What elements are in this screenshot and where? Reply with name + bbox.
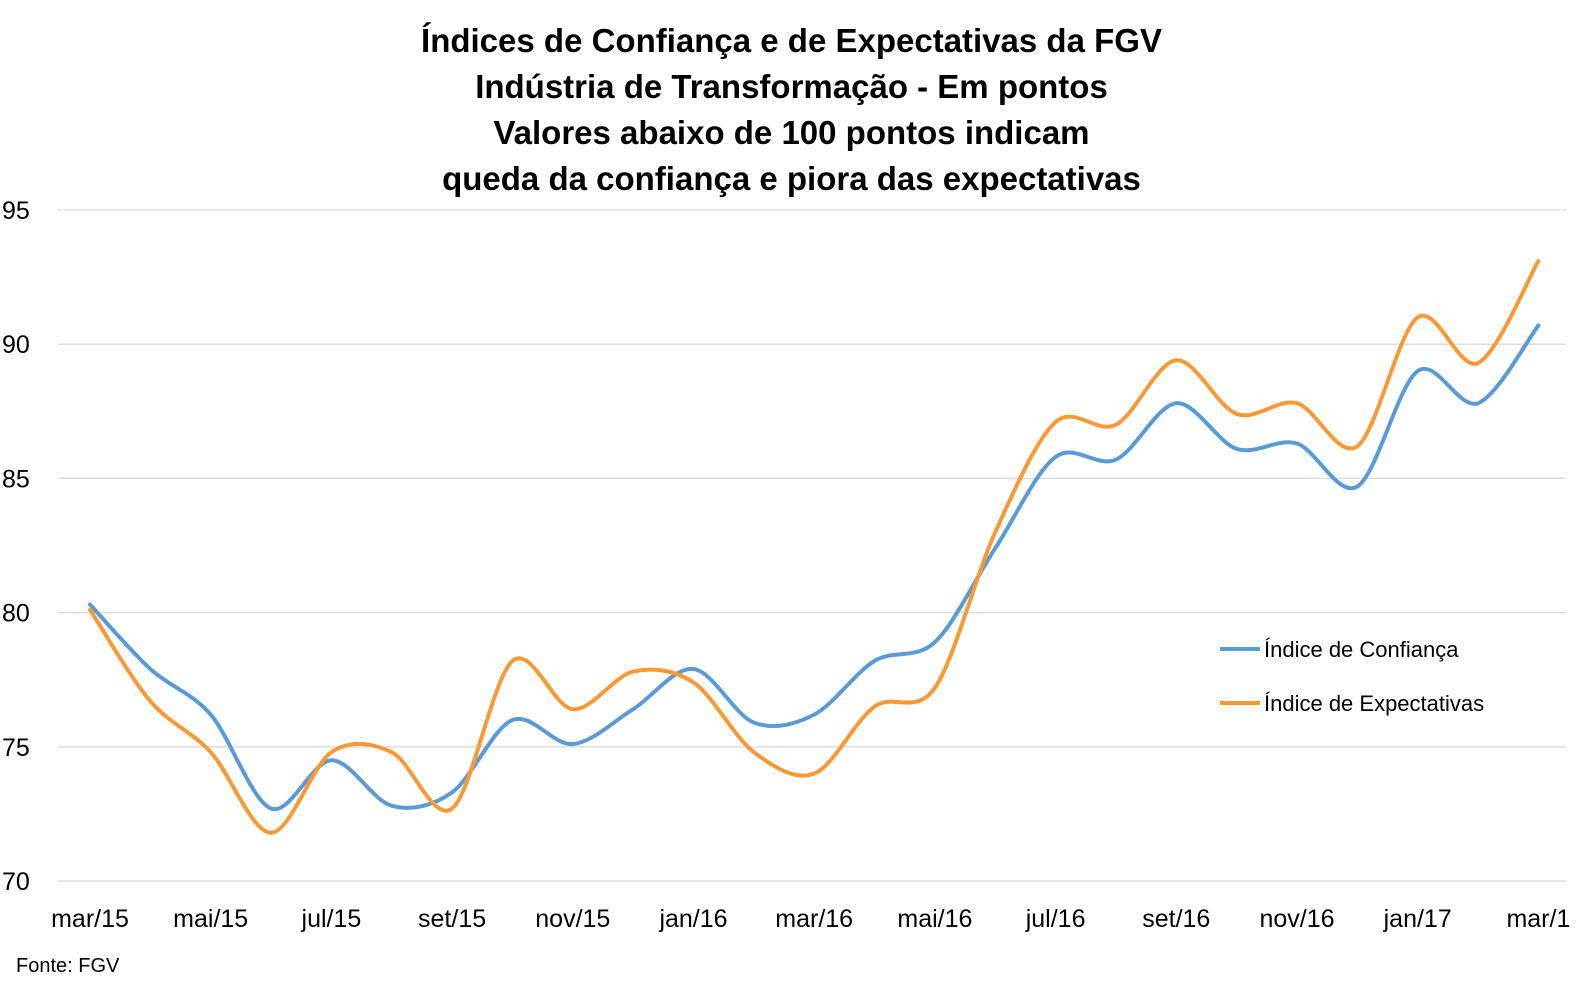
y-tick-label: 75 xyxy=(2,734,30,762)
x-tick-label: set/15 xyxy=(418,905,486,933)
chart-title-line-4: queda da confiança e piora das expectati… xyxy=(442,160,1141,197)
legend-label-expectativas: Índice de Expectativas xyxy=(1264,691,1484,716)
source-note: Fonte: FGV xyxy=(16,955,120,977)
x-tick-label: jul/15 xyxy=(301,905,362,933)
y-tick-label: 85 xyxy=(2,465,30,493)
x-tick-label: nov/15 xyxy=(535,905,610,933)
series-line-expectativas xyxy=(88,259,1541,835)
chart-title-line-3: Valores abaixo de 100 pontos indicam xyxy=(493,114,1090,151)
legend-label-confianca: Índice de Confiança xyxy=(1264,637,1459,662)
x-tick-label: mar/1 xyxy=(1506,905,1570,933)
y-tick-label: 70 xyxy=(2,868,30,896)
chart-title-line-2: Indústria de Transformação - Em pontos xyxy=(475,68,1108,105)
x-axis-tick-labels: mar/15 mai/15 jul/15 set/15 nov/15 jan/16 mar/… xyxy=(51,905,1570,933)
x-tick-label: jan/17 xyxy=(1383,905,1452,933)
x-tick-label: mar/16 xyxy=(775,905,853,933)
chart-title: Índices de Confiança e de Expectativas d… xyxy=(0,18,1583,202)
legend: Índice de Confiança Índice de Expectativ… xyxy=(1220,637,1484,716)
gridlines xyxy=(58,209,1566,882)
chart-title-line-1: Índices de Confiança e de Expectativas d… xyxy=(421,22,1162,59)
y-tick-label: 90 xyxy=(2,331,30,359)
x-tick-label: mar/15 xyxy=(51,905,129,933)
x-tick-label: mai/16 xyxy=(897,905,972,933)
x-tick-label: jan/16 xyxy=(658,905,727,933)
y-axis-tick-labels: 70 75 80 85 90 95 xyxy=(2,197,30,896)
x-tick-label: mai/15 xyxy=(173,905,248,933)
y-tick-label: 80 xyxy=(2,600,30,628)
series-line-confianca xyxy=(88,323,1541,811)
x-tick-label: jul/16 xyxy=(1025,905,1086,933)
y-tick-label: 95 xyxy=(2,197,30,225)
x-tick-label: nov/16 xyxy=(1259,905,1334,933)
x-tick-label: set/16 xyxy=(1142,905,1210,933)
series-lines xyxy=(88,259,1541,835)
